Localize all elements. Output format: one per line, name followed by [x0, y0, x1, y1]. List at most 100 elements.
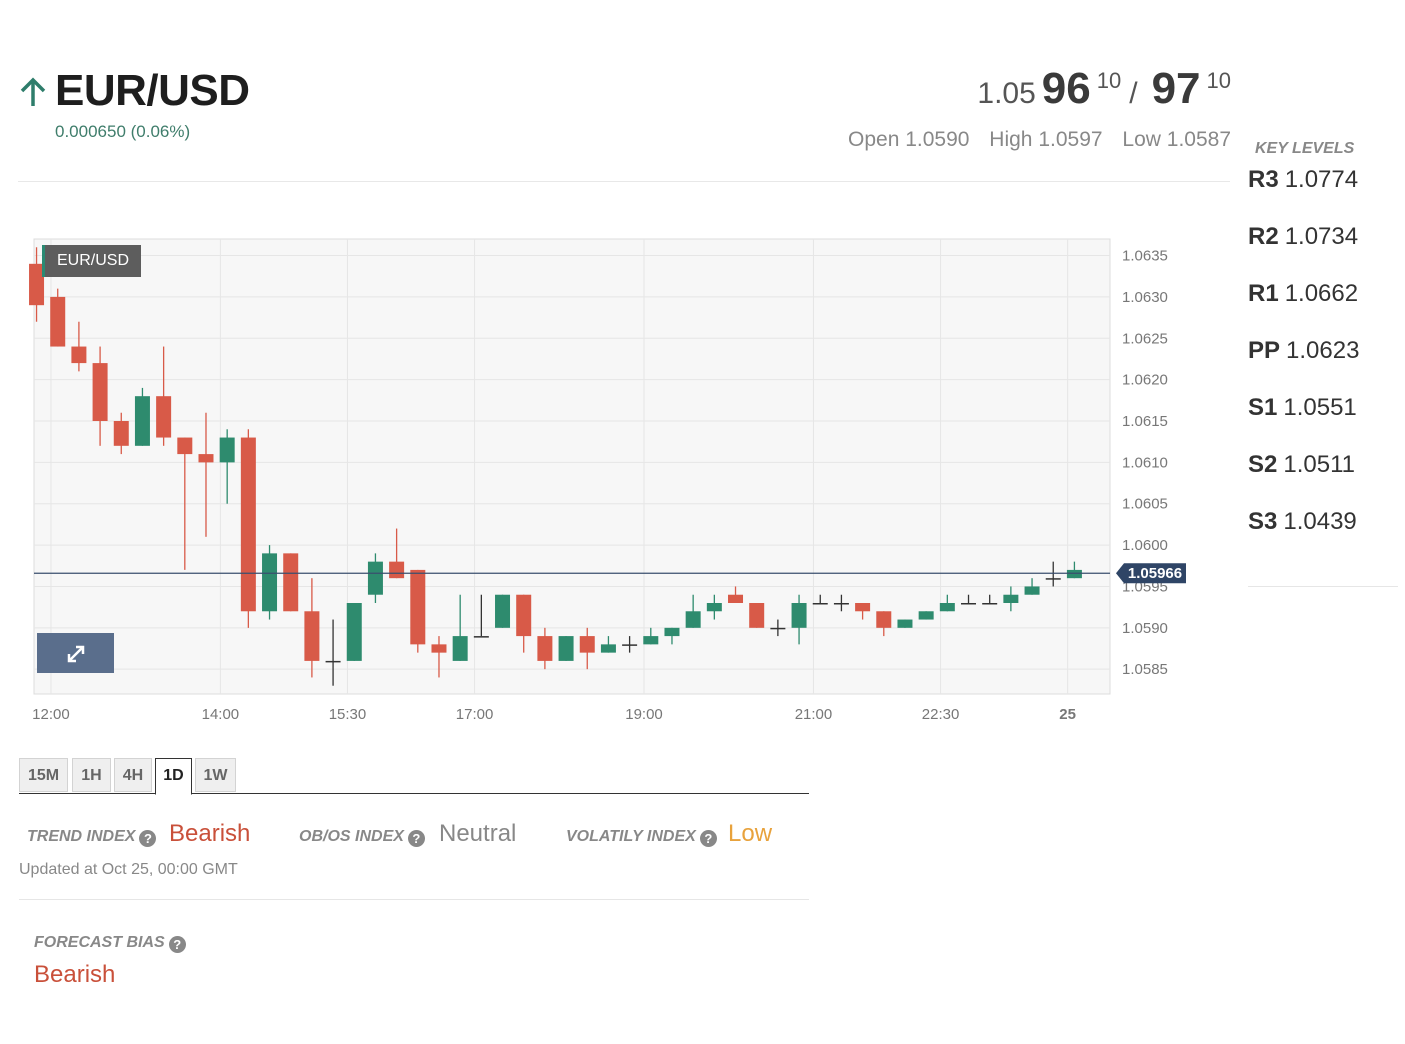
x-tick-label: 14:00 [202, 706, 240, 723]
bid-prefix: 1.05 [977, 77, 1036, 110]
key-level-name: S2 [1248, 451, 1278, 478]
key-level-value: 1.0662 [1284, 280, 1359, 307]
y-tick-label: 1.0610 [1122, 454, 1168, 471]
help-icon[interactable]: ? [139, 830, 157, 847]
ask-pip: 10 [1206, 68, 1231, 93]
expand-chart-button[interactable] [37, 633, 114, 673]
expand-icon [67, 645, 84, 663]
candle-body [706, 603, 722, 612]
candle-body [283, 553, 299, 612]
key-level-s1: S1 1.0551 [1248, 394, 1359, 451]
current-price-tag [1116, 563, 1186, 584]
candle-body [833, 603, 849, 605]
candle-body [325, 660, 341, 663]
candle-body [1045, 578, 1061, 580]
candle-body [50, 296, 66, 347]
y-tick-label: 1.0590 [1122, 620, 1168, 637]
candle-body [452, 636, 468, 661]
key-level-value: 1.0774 [1284, 166, 1359, 193]
candle-body [685, 611, 701, 628]
key-level-value: 1.0623 [1286, 337, 1360, 364]
forecast-bias-label: FORECAST BIAS? [34, 934, 186, 953]
candle-body [516, 594, 532, 637]
x-tick-label: 15:30 [329, 706, 367, 723]
candle-body [1066, 569, 1082, 579]
trend-index-value: Bearish [169, 820, 251, 847]
arrow-up-icon [20, 77, 46, 106]
quote-separator: / [1129, 77, 1138, 110]
key-level-name: PP [1248, 337, 1281, 364]
key-level-s2: S2 1.0511 [1248, 451, 1359, 508]
tab-1w[interactable]: 1W [195, 758, 236, 792]
candle-body [876, 611, 892, 628]
candle-body [558, 636, 574, 661]
candle-body [367, 561, 383, 595]
y-tick-label: 1.0630 [1122, 289, 1168, 306]
obos-index-label: OB/OS INDEX? [299, 828, 425, 847]
candle-body [389, 561, 405, 579]
x-tick-label: 19:00 [625, 706, 663, 723]
x-tick-label: 22:30 [922, 706, 960, 723]
tab-15m[interactable]: 15M [19, 758, 68, 792]
candle-body [346, 603, 362, 661]
key-level-value: 1.0511 [1283, 451, 1355, 478]
y-tick-label: 1.0600 [1122, 537, 1168, 554]
updated-timestamp: Updated at Oct 25, 00:00 GMT [19, 861, 238, 878]
candle-body [622, 644, 638, 646]
forecast-bias-value: Bearish [34, 961, 116, 988]
candle-body [600, 644, 616, 653]
candle-body [770, 627, 786, 630]
x-tick-label: 25 [1059, 706, 1076, 723]
candle-body [92, 363, 108, 421]
tab-1d[interactable]: 1D [155, 758, 192, 795]
candle-body [113, 421, 129, 446]
volatility-index-value: Low [728, 820, 773, 847]
x-tick-label: 12:00 [32, 706, 70, 723]
key-level-value: 1.0734 [1284, 223, 1359, 250]
candle-body [855, 603, 871, 612]
help-icon[interactable]: ? [699, 830, 717, 847]
candle-body [579, 636, 595, 653]
candle-body [664, 627, 680, 637]
help-icon[interactable]: ? [168, 936, 186, 953]
key-level-name: R3 [1248, 166, 1279, 193]
key-levels-list: R3 1.0774 R2 1.0734 R1 1.0662 PP 1.0623 S1 1.… [1248, 166, 1359, 565]
key-level-name: S3 [1248, 508, 1278, 535]
candle-body [495, 594, 511, 628]
candle-body [939, 603, 955, 612]
y-tick-label: 1.0635 [1122, 248, 1168, 265]
candle-body [134, 396, 150, 446]
obos-index-label-text: OB/OS INDEX [299, 828, 404, 845]
timeframe-tabs: 15M 1H 4H 1D 1W [19, 757, 809, 795]
candle-body [262, 553, 278, 612]
tab-1h[interactable]: 1H [72, 758, 111, 792]
key-levels-divider [1248, 586, 1398, 587]
bid-pip: 10 [1096, 68, 1122, 93]
key-level-pp: PP 1.0623 [1248, 337, 1359, 394]
y-tick-label: 1.0605 [1122, 496, 1168, 513]
bid-ask-quote: 1.05 96 10 / 97 10 [977, 64, 1231, 114]
y-tick-label: 1.0585 [1122, 661, 1168, 678]
candle-body [537, 636, 553, 661]
candle-body [643, 636, 659, 645]
key-level-value: 1.0551 [1283, 394, 1357, 421]
high-price: High 1.0597 [989, 128, 1103, 151]
key-level-name: S1 [1248, 394, 1278, 421]
candle-body [791, 603, 807, 628]
tab-4h[interactable]: 4H [114, 758, 152, 792]
key-level-r2: R2 1.0734 [1248, 223, 1359, 280]
candle-body [240, 437, 256, 612]
candle-body [961, 603, 977, 605]
candle-body [304, 611, 320, 661]
help-icon[interactable]: ? [407, 830, 425, 847]
candle-body [728, 594, 744, 603]
candlestick-chart[interactable]: 1.0635 1.0630 1.0625 1.0620 1.0615 1.0610 1.06… [0, 225, 1200, 730]
key-level-r3: R3 1.0774 [1248, 166, 1359, 223]
key-level-name: R2 [1248, 223, 1279, 250]
indices-divider [19, 899, 809, 900]
key-level-name: R1 [1248, 280, 1279, 307]
candle-body [473, 636, 489, 638]
price-change: 0.000650 (0.06%) [55, 122, 191, 141]
volatility-index-label: VOLATILY INDEX? [566, 828, 717, 847]
trend-index-label: TREND INDEX? [27, 828, 157, 847]
